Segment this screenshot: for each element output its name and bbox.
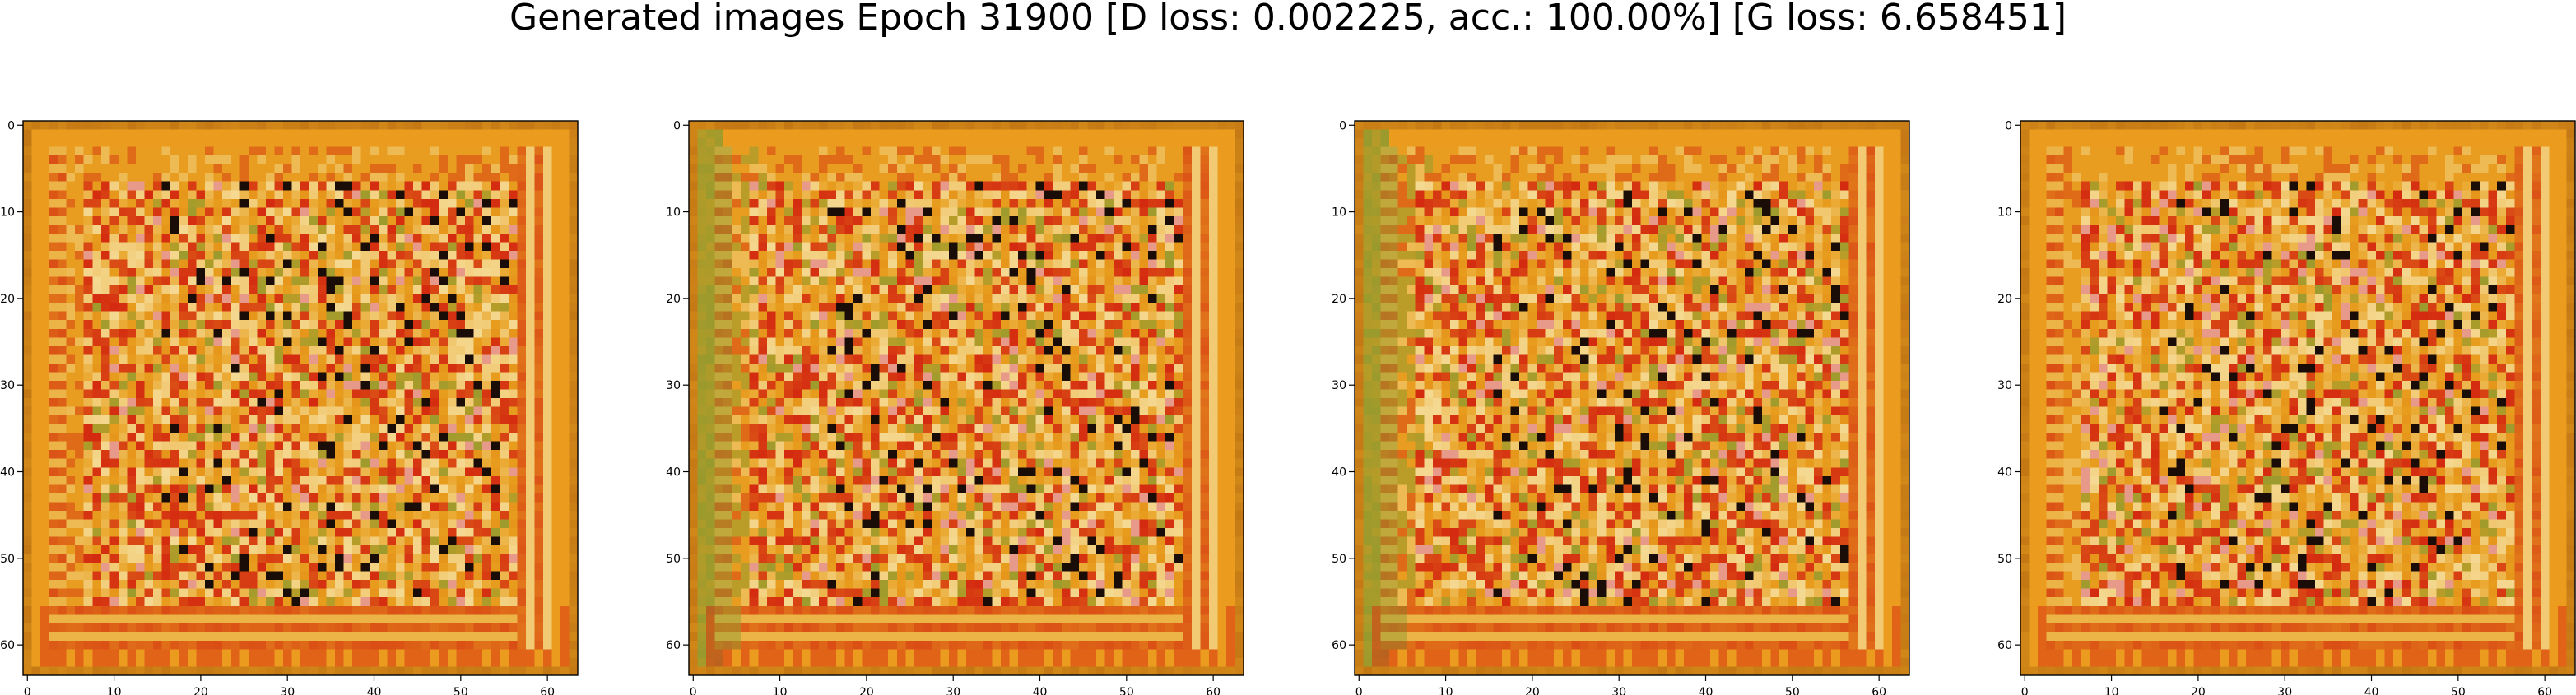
x-tick-label: 10 xyxy=(2104,686,2119,695)
x-tick-label: 30 xyxy=(2277,686,2292,695)
x-tick-label: 40 xyxy=(367,686,382,695)
y-tick-label: 10 xyxy=(1997,206,2012,220)
y-tick-label: 30 xyxy=(1332,379,1346,392)
y-tick-label: 50 xyxy=(1997,553,2012,566)
y-tick-label: 50 xyxy=(666,553,681,566)
image-pixels-2 xyxy=(689,121,1244,676)
y-tick-label: 60 xyxy=(1997,639,2012,652)
y-tick-label: 40 xyxy=(1332,466,1346,480)
x-tick-label: 40 xyxy=(2364,686,2379,695)
y-tick-label: 20 xyxy=(666,293,681,306)
x-tick-label: 50 xyxy=(1785,686,1800,695)
y-tick-label: 20 xyxy=(1997,293,2012,306)
y-tick-label: 60 xyxy=(666,639,681,652)
x-tick-label: 0 xyxy=(24,686,31,695)
x-tick-label: 20 xyxy=(859,686,874,695)
x-tick-label: 60 xyxy=(1872,686,1886,695)
x-tick-label: 0 xyxy=(2021,686,2029,695)
x-tick-label: 0 xyxy=(690,686,697,695)
x-tick-label: 20 xyxy=(193,686,208,695)
image-panel-4: 0 10 20 30 40 50 60 0 10 20 30 40 50 60 xyxy=(1997,119,2576,695)
axes-frame-3 xyxy=(1354,120,1910,676)
x-tick-label: 30 xyxy=(1611,686,1626,695)
x-tick-label: 50 xyxy=(2451,686,2466,695)
x-tick-label: 40 xyxy=(1033,686,1048,695)
x-tick-label: 20 xyxy=(1525,686,1540,695)
y-tick-label: 30 xyxy=(1997,379,2012,392)
x-tick-label: 20 xyxy=(2191,686,2206,695)
x-tick-label: 60 xyxy=(1206,686,1221,695)
y-tick-label: 40 xyxy=(1997,466,2012,480)
x-tick-label: 10 xyxy=(773,686,788,695)
y-tick-label: 10 xyxy=(0,206,15,220)
y-tick-label: 10 xyxy=(666,206,681,220)
x-tick-label: 60 xyxy=(540,686,555,695)
y-tick-label: 30 xyxy=(0,379,15,392)
y-tick-label: 60 xyxy=(0,639,15,652)
axes-frame-1 xyxy=(22,120,579,676)
y-tick-label: 30 xyxy=(666,379,681,392)
image-pixels-4 xyxy=(2020,121,2576,676)
y-tick-label: 0 xyxy=(7,119,15,132)
x-tick-label: 40 xyxy=(1699,686,1713,695)
x-tick-label: 30 xyxy=(280,686,295,695)
x-tick-label: 60 xyxy=(2537,686,2552,695)
y-tick-label: 20 xyxy=(1332,293,1346,306)
y-tick-label: 20 xyxy=(0,293,15,306)
image-pixels-1 xyxy=(23,121,579,676)
image-panel-2: 0 10 20 30 40 50 60 0 10 20 30 40 50 60 xyxy=(666,119,1244,695)
axes-frame-4 xyxy=(2020,120,2576,676)
y-tick-label: 0 xyxy=(1339,119,1346,132)
x-tick-label: 10 xyxy=(1439,686,1453,695)
y-tick-label: 60 xyxy=(1332,639,1346,652)
y-tick-label: 0 xyxy=(673,119,681,132)
y-tick-label: 40 xyxy=(666,466,681,480)
y-tick-label: 40 xyxy=(0,466,15,480)
x-tick-label: 10 xyxy=(107,686,122,695)
y-tick-label: 50 xyxy=(1332,553,1346,566)
axes-frame-2 xyxy=(688,120,1244,676)
y-tick-label: 10 xyxy=(1332,206,1346,220)
image-panel-1: 0 10 20 30 40 50 60 0 10 20 30 40 50 60 xyxy=(0,119,579,695)
figure-title: Generated images Epoch 31900 [D loss: 0.… xyxy=(509,0,2067,39)
image-pixels-3 xyxy=(1355,121,1910,676)
y-tick-label: 0 xyxy=(2005,119,2012,132)
x-tick-label: 50 xyxy=(1119,686,1134,695)
x-tick-label: 30 xyxy=(946,686,960,695)
image-panel-3: 0 10 20 30 40 50 60 0 10 20 30 40 50 60 xyxy=(1332,119,1910,695)
y-tick-label: 50 xyxy=(0,553,15,566)
x-tick-label: 0 xyxy=(1355,686,1363,695)
x-tick-label: 50 xyxy=(453,686,468,695)
